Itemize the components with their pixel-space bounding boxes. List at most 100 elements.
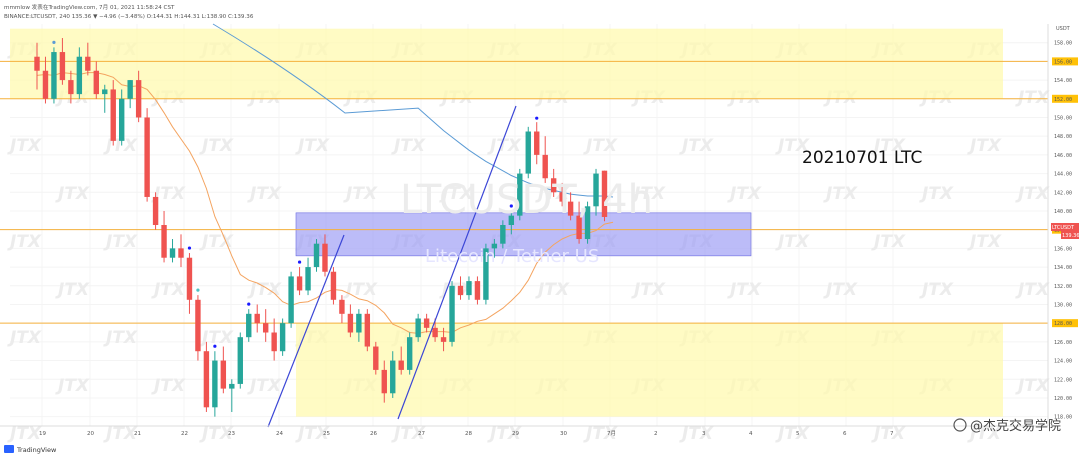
watermark-tile: JTX (7, 232, 42, 252)
watermark-tile: JTX (919, 280, 954, 300)
candle-body (178, 248, 184, 258)
candle (246, 309, 252, 342)
price-tick: 130.00 (1054, 302, 1072, 308)
watermark-tile: JTX (199, 424, 234, 444)
candle-body (584, 206, 591, 240)
watermark-tile: JTX (439, 280, 474, 300)
wechat-icon (953, 418, 967, 432)
price-tick: 128.00 (1054, 321, 1072, 327)
watermark-tile: JTX (151, 184, 186, 204)
swing-marker (509, 204, 513, 208)
watermark-tile: JTX (7, 328, 42, 348)
candle (127, 80, 133, 109)
candle-body (212, 360, 218, 408)
candle (508, 210, 515, 235)
watermark-tile: JTX (7, 424, 42, 444)
watermark-tile: JTX (871, 136, 906, 156)
candle-body (347, 313, 354, 333)
swing-marker (52, 40, 56, 44)
price-tick: 136.00 (1054, 246, 1072, 252)
time-tick: 27 (418, 431, 425, 437)
axis-unit-label: USDT (1056, 26, 1071, 32)
watermark-tile: JTX (775, 136, 810, 156)
time-tick: 4 (749, 431, 753, 437)
level-price-badge (1052, 319, 1078, 328)
watermark-tile: JTX (631, 184, 666, 204)
candle (288, 271, 294, 328)
candle (339, 295, 345, 324)
candle (237, 332, 243, 389)
watermark-tile: JTX (55, 184, 90, 204)
candle-body (339, 299, 345, 314)
candle-body (449, 285, 455, 342)
swing-marker (247, 302, 251, 306)
watermark-tile: JTX (1015, 88, 1050, 108)
watermark-tile: JTX (535, 280, 570, 300)
watermark-tile: JTX (247, 376, 282, 396)
candle-body (195, 299, 201, 352)
candle (373, 341, 379, 375)
candle-body (262, 323, 269, 333)
candle (93, 61, 99, 99)
candle (313, 239, 320, 272)
tradingview-logo[interactable]: TradingView (4, 445, 57, 454)
candle (474, 276, 481, 305)
time-tick: 26 (370, 431, 377, 437)
watermark-tile: JTX (871, 232, 906, 252)
candle-body (42, 70, 49, 99)
candle-body (432, 327, 438, 338)
price-tick: 140.00 (1054, 209, 1072, 215)
price-tick: 144.00 (1054, 172, 1072, 178)
candle (457, 276, 464, 300)
price-tick: 132.00 (1054, 284, 1072, 290)
candle (169, 239, 176, 263)
watermark-tile: JTX (823, 184, 858, 204)
watermark-tile: JTX (391, 424, 426, 444)
candle-body (423, 318, 430, 328)
zones-layer (10, 28, 1003, 417)
tradingview-brand-text: TradingView (16, 446, 57, 454)
candle (423, 313, 430, 333)
price-tick: 156.00 (1054, 59, 1072, 65)
price-tick: 142.00 (1054, 190, 1072, 196)
candle (279, 318, 286, 356)
candle-body (161, 225, 167, 258)
price-tick: 134.00 (1054, 265, 1072, 271)
candle (254, 304, 260, 333)
time-tick: 29 (512, 431, 519, 437)
candle (517, 168, 523, 221)
candle-body (68, 80, 74, 95)
candle (381, 360, 387, 403)
candle (59, 38, 66, 85)
candle-body (119, 98, 125, 141)
candle-body (186, 257, 193, 300)
candle-body (76, 56, 83, 95)
candle-body (508, 215, 515, 225)
time-tick: 24 (276, 431, 283, 437)
ema-layer (36, 23, 614, 334)
watermark-tile: JTX (679, 136, 714, 156)
wechat-credit: @杰克交易学院 (953, 418, 1061, 434)
watermark-tile: JTX (103, 328, 138, 348)
tradingview-logo-icon (4, 445, 14, 453)
candle-body (364, 313, 371, 347)
candle-body (169, 248, 176, 258)
time-tick: 23 (228, 431, 235, 437)
candle-body (279, 323, 286, 352)
candle (542, 136, 548, 183)
candle-body (313, 243, 320, 268)
watermark-tile: JTX (199, 328, 234, 348)
watermark-tile: JTX (391, 136, 426, 156)
candle-body (517, 173, 523, 216)
candle-body (93, 70, 99, 95)
candle-body (491, 243, 498, 249)
time-tick: 20 (87, 431, 94, 437)
level-lines-layer (0, 60, 1048, 324)
time-tick: 6 (843, 431, 847, 437)
header-publish-line: mmmlow 发表在TradingView.com, 7月 01, 2021 1… (4, 3, 175, 11)
candle-body (601, 170, 608, 217)
candle (432, 318, 438, 342)
price-tick: 150.00 (1054, 115, 1072, 121)
